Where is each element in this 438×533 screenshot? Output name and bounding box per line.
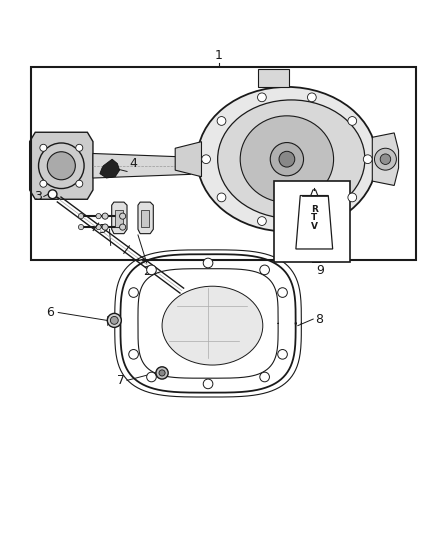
Circle shape (40, 180, 47, 187)
Circle shape (217, 193, 226, 202)
Polygon shape (100, 159, 120, 178)
Circle shape (48, 190, 57, 199)
Text: R: R (311, 205, 318, 214)
Text: 9: 9 (316, 264, 324, 277)
Circle shape (270, 142, 304, 176)
Polygon shape (30, 132, 93, 199)
Circle shape (76, 180, 83, 187)
Text: 1: 1 (215, 49, 223, 62)
Text: T: T (311, 213, 318, 222)
Circle shape (348, 193, 357, 202)
Circle shape (258, 93, 266, 102)
Text: 6: 6 (46, 306, 54, 319)
Circle shape (279, 151, 295, 167)
Circle shape (363, 155, 372, 164)
Circle shape (260, 265, 269, 274)
Circle shape (374, 148, 396, 170)
Text: 3: 3 (34, 190, 42, 203)
Circle shape (96, 224, 101, 230)
Bar (115, 209, 123, 227)
Text: V: V (311, 222, 318, 231)
Circle shape (78, 214, 84, 219)
Circle shape (380, 154, 391, 165)
Circle shape (76, 144, 83, 151)
Circle shape (147, 265, 156, 274)
Ellipse shape (197, 87, 377, 231)
Circle shape (307, 93, 316, 102)
Circle shape (110, 317, 118, 324)
Circle shape (203, 258, 213, 268)
Circle shape (217, 117, 226, 125)
Text: 5: 5 (99, 223, 107, 236)
Circle shape (120, 213, 126, 219)
Circle shape (258, 217, 266, 225)
Polygon shape (311, 190, 318, 196)
Polygon shape (93, 154, 191, 178)
Circle shape (278, 288, 287, 297)
Circle shape (159, 370, 165, 376)
Polygon shape (296, 196, 333, 249)
Bar (31, 67, 416, 260)
Circle shape (102, 224, 108, 230)
Bar (141, 209, 149, 227)
Circle shape (120, 224, 126, 230)
Circle shape (39, 143, 84, 189)
Polygon shape (138, 202, 153, 233)
Circle shape (47, 152, 75, 180)
Circle shape (129, 350, 138, 359)
Polygon shape (258, 69, 289, 87)
Ellipse shape (162, 286, 263, 365)
Circle shape (203, 379, 213, 389)
Circle shape (107, 313, 121, 327)
Circle shape (78, 224, 84, 230)
Circle shape (260, 372, 269, 382)
Ellipse shape (218, 100, 365, 219)
Ellipse shape (240, 116, 334, 203)
Polygon shape (175, 142, 201, 177)
Circle shape (201, 155, 210, 164)
Circle shape (307, 217, 316, 225)
Text: 8: 8 (315, 312, 323, 326)
Circle shape (102, 213, 108, 219)
Polygon shape (372, 133, 399, 185)
Polygon shape (112, 202, 127, 233)
Circle shape (278, 350, 287, 359)
Circle shape (96, 214, 101, 219)
Text: 7: 7 (117, 374, 125, 387)
Text: 4: 4 (129, 157, 137, 170)
Circle shape (156, 367, 168, 379)
Circle shape (348, 117, 357, 125)
Text: 2: 2 (143, 265, 151, 278)
Circle shape (40, 144, 47, 151)
Circle shape (129, 288, 138, 297)
Circle shape (147, 372, 156, 382)
Bar (274, 181, 350, 262)
